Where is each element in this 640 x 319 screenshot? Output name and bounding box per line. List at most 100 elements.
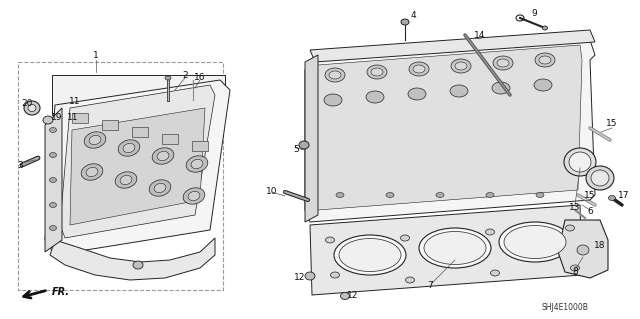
Text: 13: 13 [569,203,580,211]
Text: 6: 6 [587,207,593,217]
Ellipse shape [115,172,137,188]
Text: 8: 8 [572,266,578,276]
Ellipse shape [305,272,315,280]
Polygon shape [70,108,205,225]
Ellipse shape [123,143,135,152]
Ellipse shape [371,68,383,76]
Ellipse shape [186,156,208,172]
Ellipse shape [408,88,426,100]
Ellipse shape [486,192,494,197]
Ellipse shape [366,91,384,103]
Ellipse shape [330,272,339,278]
Ellipse shape [586,166,614,190]
Ellipse shape [591,170,609,186]
Text: FR.: FR. [52,287,70,297]
Text: 2: 2 [182,70,188,79]
Ellipse shape [492,82,510,94]
Bar [132,127,148,137]
Bar [72,113,88,123]
Polygon shape [305,40,595,222]
Ellipse shape [325,68,345,82]
Ellipse shape [401,19,409,25]
Ellipse shape [490,270,499,276]
Ellipse shape [299,141,309,149]
Ellipse shape [497,59,509,67]
Ellipse shape [367,65,387,79]
Ellipse shape [81,164,103,180]
Ellipse shape [543,26,547,30]
Ellipse shape [386,192,394,197]
Text: SHJ4E1000B: SHJ4E1000B [541,303,588,313]
Text: 19: 19 [51,113,63,122]
Ellipse shape [486,229,495,235]
Ellipse shape [157,152,169,160]
Ellipse shape [133,261,143,269]
Ellipse shape [535,53,555,67]
Ellipse shape [118,140,140,156]
Text: 9: 9 [531,9,537,18]
Ellipse shape [49,152,56,158]
Bar [192,141,208,151]
Ellipse shape [86,167,98,177]
Ellipse shape [324,94,342,106]
Ellipse shape [419,228,491,268]
Text: 16: 16 [195,72,205,81]
Ellipse shape [329,71,341,79]
Polygon shape [310,205,582,295]
Ellipse shape [569,152,591,172]
Ellipse shape [183,188,205,204]
Ellipse shape [43,116,53,124]
Text: 20: 20 [21,100,33,108]
Ellipse shape [413,65,425,73]
Ellipse shape [451,59,471,73]
Text: 1: 1 [93,51,99,61]
Ellipse shape [326,237,335,243]
Text: 5: 5 [293,145,299,153]
Polygon shape [305,55,318,222]
Ellipse shape [450,85,468,97]
Ellipse shape [570,265,579,271]
Ellipse shape [577,245,589,255]
Polygon shape [50,238,215,280]
Ellipse shape [499,222,571,262]
Text: 7: 7 [427,280,433,290]
Text: 10: 10 [266,188,278,197]
Polygon shape [45,80,230,255]
Ellipse shape [191,160,203,169]
Ellipse shape [49,128,56,132]
Ellipse shape [493,56,513,70]
Text: 17: 17 [618,191,630,201]
Bar [102,120,118,130]
Polygon shape [315,45,582,210]
Text: 15: 15 [584,191,596,201]
Ellipse shape [534,79,552,91]
Ellipse shape [455,62,467,70]
Text: 11: 11 [67,114,79,122]
Ellipse shape [566,225,575,231]
Ellipse shape [336,192,344,197]
Ellipse shape [539,56,551,64]
Text: 3: 3 [17,160,23,169]
Ellipse shape [188,191,200,201]
Text: 15: 15 [606,120,618,129]
Text: 11: 11 [69,98,81,107]
Bar [162,134,178,144]
Ellipse shape [504,226,566,258]
Ellipse shape [84,132,106,148]
Ellipse shape [424,232,486,264]
Ellipse shape [49,226,56,231]
Ellipse shape [334,235,406,275]
Ellipse shape [49,177,56,182]
Text: 14: 14 [474,32,486,41]
Polygon shape [45,108,62,252]
Ellipse shape [120,175,132,185]
Text: 18: 18 [595,241,605,250]
Polygon shape [310,30,595,62]
Ellipse shape [89,135,101,145]
Polygon shape [60,85,215,238]
Ellipse shape [149,180,171,196]
Ellipse shape [152,148,174,164]
Polygon shape [52,75,225,115]
Ellipse shape [28,105,36,112]
Ellipse shape [165,76,171,80]
